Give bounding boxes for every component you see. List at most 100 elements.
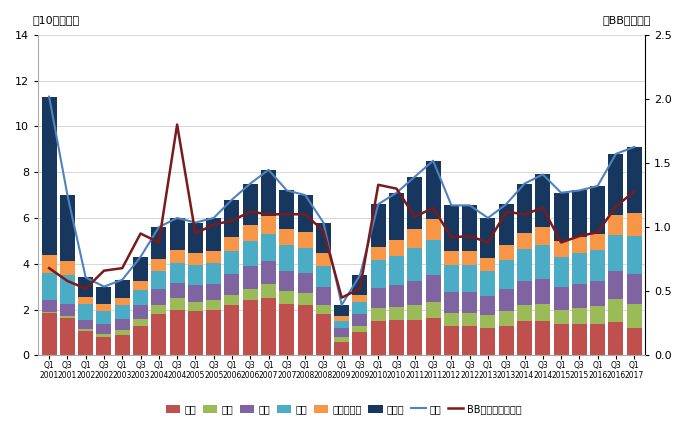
Bar <box>572 284 587 309</box>
Bar <box>280 271 294 291</box>
Bar <box>115 330 130 335</box>
Bar <box>78 297 93 304</box>
Bar <box>280 291 294 304</box>
Bar <box>151 305 166 314</box>
Bar <box>462 265 477 292</box>
Bar <box>78 329 93 331</box>
Bar <box>280 245 294 271</box>
Bar <box>133 290 148 305</box>
Bar <box>352 314 368 326</box>
Bar <box>480 315 495 328</box>
Bar <box>572 309 587 324</box>
Bar <box>334 342 349 355</box>
Bar <box>517 184 532 233</box>
Bar <box>572 253 587 284</box>
Bar <box>78 320 93 329</box>
Bar <box>115 335 130 355</box>
Bar <box>590 234 605 250</box>
Bar <box>517 321 532 355</box>
Bar <box>170 263 185 283</box>
Bar <box>609 271 624 299</box>
Bar <box>115 298 130 305</box>
Bar <box>42 273 56 300</box>
Bar <box>535 304 550 321</box>
Bar <box>535 245 550 279</box>
Bar <box>243 241 258 266</box>
Bar <box>609 322 624 355</box>
Bar <box>170 250 185 263</box>
Bar <box>371 288 386 309</box>
Bar <box>480 258 495 271</box>
Bar <box>151 259 166 271</box>
Bar <box>572 190 587 238</box>
Bar <box>444 326 459 355</box>
Bar <box>243 184 258 225</box>
Bar <box>225 238 240 251</box>
Bar <box>517 281 532 305</box>
Bar <box>334 316 349 321</box>
Bar <box>243 289 258 300</box>
Bar <box>243 225 258 241</box>
Bar <box>280 304 294 355</box>
Bar <box>206 300 221 309</box>
Bar <box>170 298 185 309</box>
Bar <box>225 295 240 305</box>
Bar <box>554 324 569 355</box>
Bar <box>462 292 477 313</box>
Bar <box>42 300 56 312</box>
Bar <box>444 265 459 292</box>
Bar <box>407 230 423 248</box>
Bar <box>115 319 130 330</box>
Bar <box>297 248 313 273</box>
Bar <box>371 321 386 355</box>
Bar <box>225 200 240 238</box>
Bar <box>133 305 148 319</box>
Bar <box>572 238 587 253</box>
Bar <box>627 274 642 304</box>
Bar <box>206 263 221 284</box>
Bar <box>554 309 569 324</box>
Text: （BBレシオ）: （BBレシオ） <box>603 15 651 25</box>
Bar <box>426 161 440 219</box>
Bar <box>297 195 313 232</box>
Bar <box>554 286 569 309</box>
Bar <box>407 305 423 320</box>
Bar <box>334 328 349 337</box>
Bar <box>462 205 477 251</box>
Bar <box>133 257 148 281</box>
Bar <box>627 147 642 213</box>
Bar <box>206 284 221 300</box>
Bar <box>261 234 276 261</box>
Bar <box>444 313 459 326</box>
Bar <box>627 304 642 328</box>
Bar <box>352 332 368 355</box>
Bar <box>96 324 111 334</box>
Bar <box>627 236 642 274</box>
Bar <box>389 320 404 355</box>
Bar <box>42 313 56 355</box>
Bar <box>352 326 368 332</box>
Bar <box>316 266 331 286</box>
Bar <box>535 279 550 304</box>
Bar <box>60 317 75 355</box>
Bar <box>133 281 148 290</box>
Bar <box>517 305 532 321</box>
Bar <box>133 319 148 326</box>
Bar <box>334 321 349 328</box>
Bar <box>297 232 313 248</box>
Bar <box>151 227 166 259</box>
Bar <box>261 284 276 298</box>
Bar <box>225 251 240 274</box>
Bar <box>42 96 56 255</box>
Bar <box>151 289 166 305</box>
Bar <box>60 261 75 275</box>
Bar <box>590 324 605 355</box>
Bar <box>334 337 349 342</box>
Bar <box>407 248 423 281</box>
Bar <box>389 256 404 286</box>
Bar <box>170 309 185 355</box>
Bar <box>389 307 404 320</box>
Bar <box>480 328 495 355</box>
Bar <box>188 311 203 355</box>
Bar <box>78 304 93 320</box>
